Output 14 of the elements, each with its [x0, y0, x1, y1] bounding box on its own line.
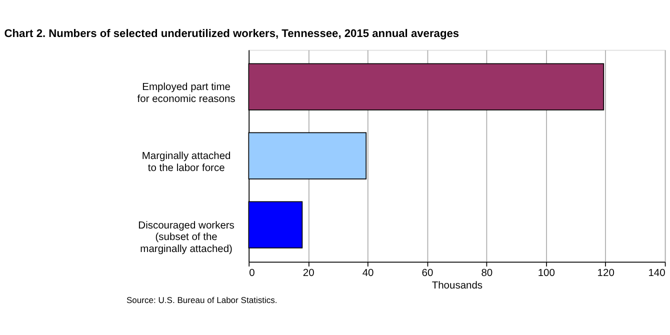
- y-tick-label: Employed part time for economic reasons: [137, 82, 236, 106]
- x-tick-label: 100: [538, 268, 556, 279]
- x-tick-label: 60: [422, 268, 434, 279]
- x-axis-title: Thousands: [432, 280, 483, 292]
- x-tick-label: 80: [481, 268, 493, 279]
- chart-title: Chart 2. Numbers of selected underutilized workers, Tennessee, 2015 annual averages: [4, 28, 460, 40]
- source-note: Source: U.S. Bureau of Labor Statistics.: [126, 294, 278, 305]
- x-tick-label: 0: [249, 268, 256, 279]
- x-tick-label: 20: [302, 268, 315, 279]
- y-tick-label: Discouraged workers (subset of the marginally attached): [138, 220, 234, 256]
- x-tick-label: 120: [597, 268, 615, 279]
- x-tick-label: 140: [648, 268, 666, 279]
- y-tick-label: Marginally attached to the labor force: [142, 151, 232, 174]
- x-tick-label: 40: [362, 268, 374, 279]
